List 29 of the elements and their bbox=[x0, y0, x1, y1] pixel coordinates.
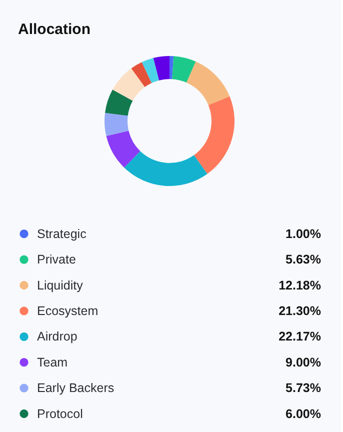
data-label: 9.00% bbox=[286, 355, 321, 370]
donut-slice bbox=[186, 62, 230, 106]
donut-slice bbox=[131, 62, 152, 88]
legend-label: Ecosystem bbox=[37, 304, 98, 318]
donut-slice bbox=[153, 56, 170, 80]
donut-slice bbox=[172, 56, 196, 83]
data-label: 21.30% bbox=[278, 304, 321, 318]
data-label: 22.17% bbox=[278, 330, 321, 344]
donut-slice bbox=[104, 112, 129, 136]
donut-slice bbox=[105, 90, 133, 116]
legend-label: Strategic bbox=[37, 226, 86, 241]
data-label: 5.73% bbox=[286, 381, 321, 396]
donut-slice bbox=[194, 96, 234, 174]
donut-slice bbox=[124, 151, 208, 186]
data-label: 5.63% bbox=[286, 252, 321, 267]
data-label: 1.00% bbox=[286, 226, 321, 241]
legend-label: Liquidity bbox=[37, 278, 84, 292]
donut-slice bbox=[170, 56, 174, 80]
data-label: 12.18% bbox=[278, 278, 321, 292]
data-label: 6.00% bbox=[286, 406, 321, 421]
legend-label: Protocol bbox=[37, 406, 83, 421]
legend-label: Early Backers bbox=[37, 381, 114, 396]
chart-title: Allocation bbox=[18, 21, 91, 38]
donut-slice bbox=[112, 68, 145, 101]
donut-slice bbox=[106, 130, 140, 168]
legend-label: Private bbox=[37, 252, 76, 267]
donut-slice bbox=[142, 58, 160, 83]
legend-label: Airdrop bbox=[37, 330, 78, 344]
legend-label: Team bbox=[37, 355, 68, 370]
